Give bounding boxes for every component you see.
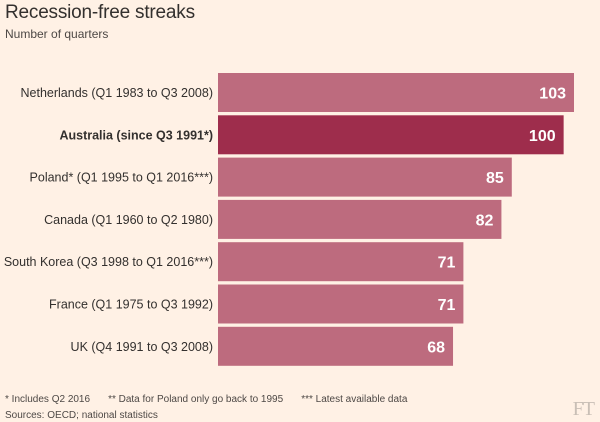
chart-title: Recession-free streaks (5, 2, 195, 23)
bar-0 (218, 73, 574, 112)
bar-chart: Netherlands (Q1 1983 to Q3 2008) 103 Austr… (4, 73, 574, 366)
value-label-4: 71 (438, 255, 456, 272)
value-label-0: 103 (539, 86, 566, 103)
category-label-1: Australia (since Q3 1991*) (59, 128, 213, 142)
bar-4 (218, 242, 464, 282)
bar-1 (218, 115, 564, 155)
ft-logo: FT (572, 398, 595, 420)
value-label-2: 85 (486, 170, 504, 187)
bar-2 (218, 157, 512, 197)
bar-3 (218, 199, 502, 239)
category-label-3: Canada (Q1 1960 to Q2 1980) (44, 213, 213, 227)
category-label-5: France (Q1 1975 to Q3 1992) (49, 298, 213, 312)
category-label-4: South Korea (Q3 1998 to Q1 2016***) (4, 255, 213, 269)
footnote-1: * Includes Q2 2016 (5, 394, 91, 405)
source-note: Sources: OECD; national statistics (5, 410, 158, 421)
value-label-1: 100 (529, 128, 556, 145)
bar-5 (218, 284, 464, 324)
footnote-2: ** Data for Poland only go back to 1995 (108, 394, 284, 405)
footnote-3: *** Latest available data (301, 394, 408, 405)
chart-subtitle: Number of quarters (5, 27, 109, 41)
value-label-3: 82 (476, 212, 494, 229)
footnotes: * Includes Q2 2016 ** Data for Poland onl… (5, 394, 407, 405)
bar-6 (218, 326, 454, 366)
category-label-2: Poland* (Q1 1995 to Q1 2016***) (30, 171, 213, 185)
category-label-0: Netherlands (Q1 1983 to Q3 2008) (21, 86, 213, 100)
value-label-6: 68 (427, 339, 445, 356)
category-label-6: UK (Q4 1991 to Q3 2008) (71, 340, 213, 354)
value-label-5: 71 (438, 297, 456, 314)
